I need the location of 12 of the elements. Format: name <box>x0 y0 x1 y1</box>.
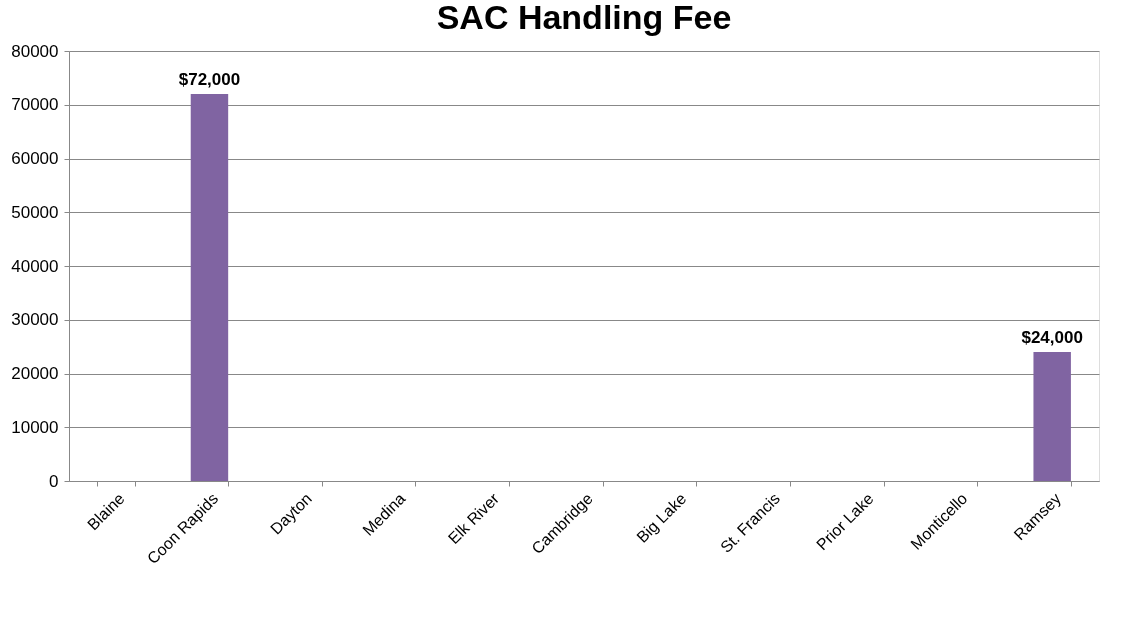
y-tick-label: 60000 <box>11 149 59 168</box>
y-tick-label: 50000 <box>11 202 59 222</box>
y-tick-label: 20000 <box>11 364 59 383</box>
data-label: $24,000 <box>1021 328 1083 347</box>
y-tick-label: 30000 <box>11 310 59 330</box>
chart-title: SAC Handling Fee <box>436 0 732 36</box>
y-tick-label: 40000 <box>11 256 59 276</box>
data-label: $72,000 <box>178 70 241 89</box>
y-tick-label: 70000 <box>11 95 59 115</box>
y-tick-label: 10000 <box>11 417 59 437</box>
y-tick-label: 0 <box>49 471 59 491</box>
y-tick-label: 80000 <box>11 41 59 61</box>
